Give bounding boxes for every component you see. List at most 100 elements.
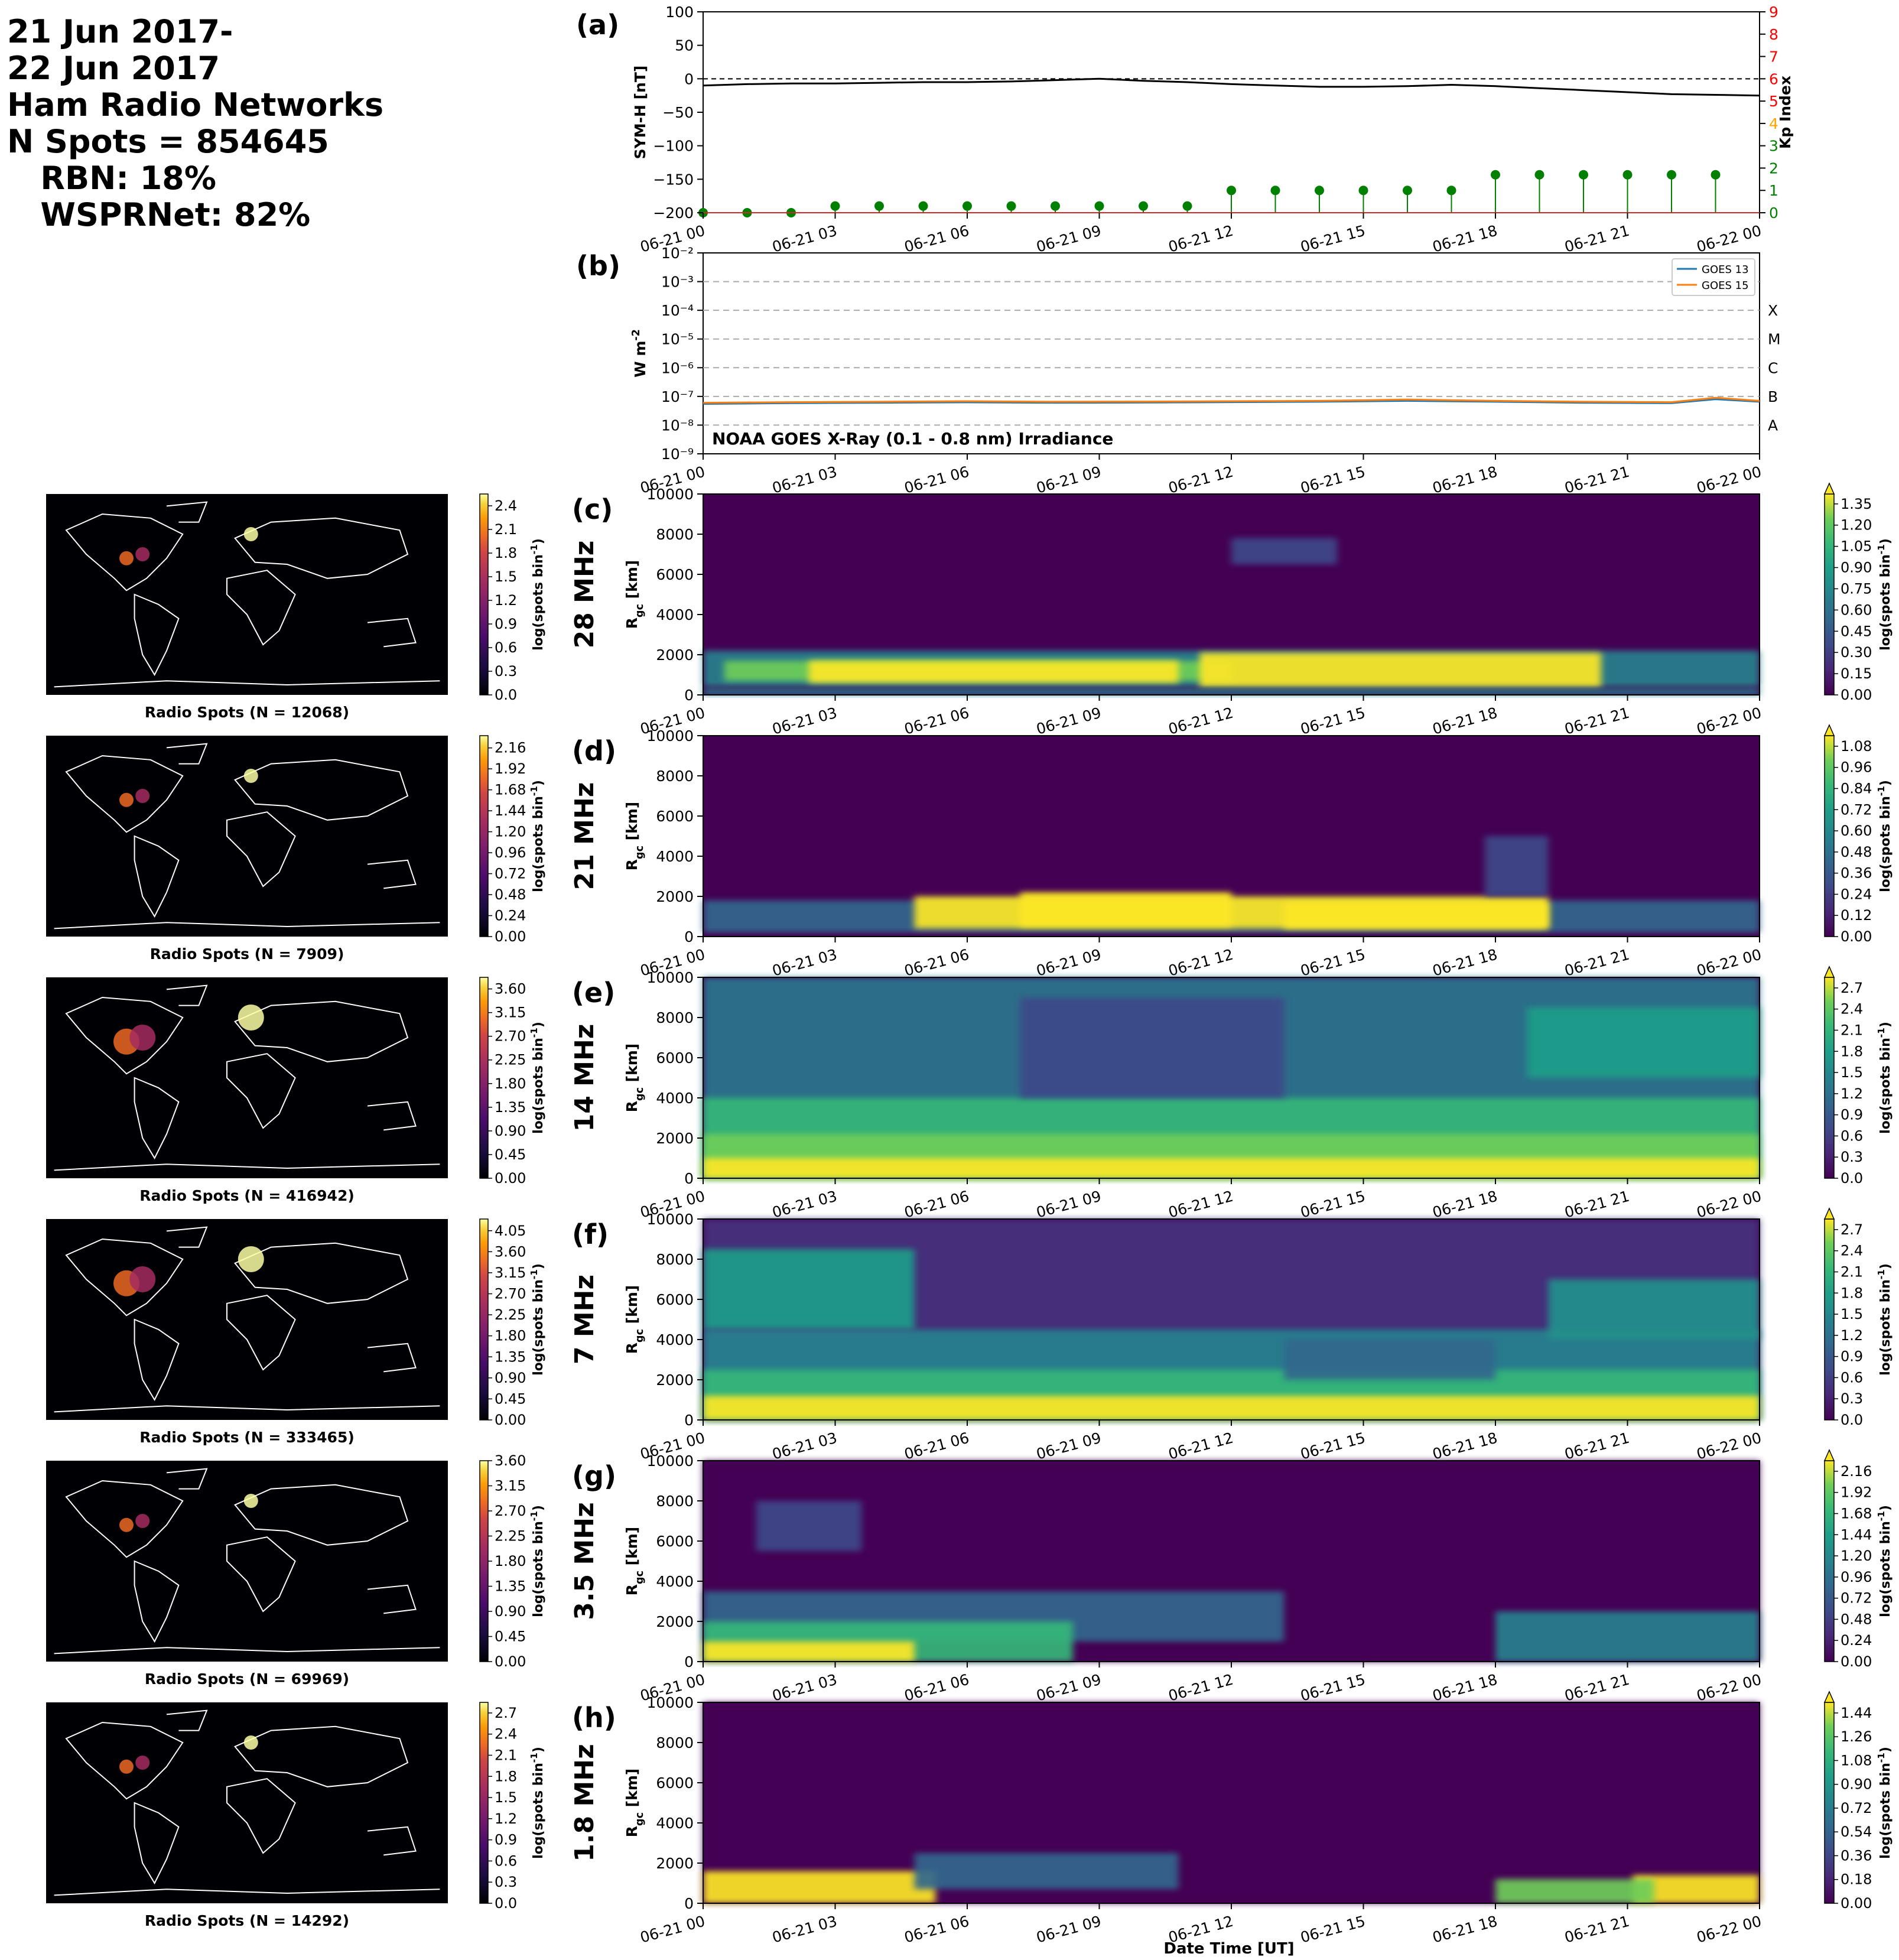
x-tick-label: 06-21 15 <box>1299 1429 1367 1463</box>
header-line: RBN: 18% <box>7 160 216 197</box>
cbar-tick-label: 0.60 <box>1841 823 1872 839</box>
band-panel-21-mhz: Radio Spots (N = 7909) 0.00 0.24 0.48 0.72 0.… <box>46 724 1893 980</box>
plot-frame <box>703 252 1760 454</box>
cbar-tick-label: 0.3 <box>495 663 517 680</box>
x-tick-label: 06-21 06 <box>902 1671 971 1705</box>
range-time-heatmap <box>703 1218 1760 1421</box>
heatmap-cell-block <box>808 661 1179 683</box>
cbar-tick-label: 0.96 <box>495 844 526 861</box>
cbar-tick-label: 2.7 <box>1841 980 1863 996</box>
cbar-tick-label: 2.25 <box>495 1528 526 1545</box>
y-tick-label: 8000 <box>656 1251 694 1268</box>
y-tick-label: 10⁻² <box>661 245 694 262</box>
x-tick-label: 06-21 15 <box>1299 222 1367 256</box>
heatmap-cell-block <box>1495 1879 1654 1903</box>
map-hotspot <box>243 1494 258 1508</box>
cbar-tick-label: 1.92 <box>1841 1484 1872 1501</box>
x-tick-label: 06-21 09 <box>1035 1429 1103 1463</box>
map-coastline <box>233 1725 409 1787</box>
x-tick-label: 06-21 21 <box>1563 704 1631 738</box>
map-coastline <box>54 680 440 688</box>
y-tick-label: 8000 <box>656 526 694 543</box>
kp-marker <box>874 201 884 211</box>
heatmap-cell-block <box>703 1158 1760 1178</box>
y-tick-label: 0 <box>684 1653 694 1670</box>
cbar-tick-label: 0.90 <box>495 1370 526 1386</box>
map-coastline <box>134 1802 180 1885</box>
map-coastline <box>166 984 208 1006</box>
map-colorbar <box>479 735 489 937</box>
kp-tick-label: 9 <box>1769 4 1778 21</box>
map-colorbar <box>479 977 489 1179</box>
cbar-tick-label: 1.68 <box>1841 1505 1872 1522</box>
map-coastline <box>54 1163 440 1171</box>
cbar-extend-arrow <box>1823 966 1835 978</box>
map-coastline <box>233 1242 409 1304</box>
y2-axis-label: Kp Index <box>1777 76 1794 149</box>
y-axis-label: Rgc [km] <box>623 560 646 629</box>
cbar-tick-label: 2.70 <box>495 1028 526 1045</box>
y-tick-label: 6000 <box>656 1049 694 1067</box>
band-panel-28-mhz: Radio Spots (N = 12068) 0.0 0.3 0.6 0.9 1.2 1.… <box>46 482 1893 738</box>
x-tick-label: 06-21 03 <box>770 1913 839 1946</box>
cbar-label: log(spots bin-1) <box>529 1263 546 1376</box>
cbar-tick-label: 0.00 <box>1841 928 1872 945</box>
x-tick-label: 06-22 00 <box>1695 704 1763 738</box>
range-time-heatmap <box>703 735 1760 937</box>
map-hotspot <box>238 1005 264 1031</box>
map-hotspot <box>129 1266 156 1292</box>
x-tick-label: 06-21 00 <box>638 1913 707 1946</box>
x-tick-label: 06-21 12 <box>1166 1188 1235 1221</box>
y-axis-label: Rgc [km] <box>623 1285 646 1354</box>
map-background <box>46 1461 448 1662</box>
flare-class-label: C <box>1768 359 1778 376</box>
map-hotspot <box>119 1759 134 1774</box>
cbar-tick-label: 0.84 <box>1841 780 1872 797</box>
y-tick-label: 8000 <box>656 1734 694 1751</box>
heatmap-colorbar <box>1824 1460 1835 1662</box>
cbar-tick-label: 1.20 <box>1841 1548 1872 1564</box>
cbar-tick-label: 2.70 <box>495 1503 526 1519</box>
y-tick-label: 0 <box>684 1170 694 1187</box>
x-tick-label: 06-21 15 <box>1299 946 1367 980</box>
cbar-tick-label: 1.5 <box>495 1789 517 1806</box>
cbar-tick-label: 1.92 <box>495 760 526 777</box>
map-colorbar <box>479 1702 489 1904</box>
x-tick-label: 06-21 12 <box>1166 463 1235 497</box>
y-tick-label: 4000 <box>656 1815 694 1832</box>
map-coastline <box>226 1536 296 1613</box>
panel-label: (g) <box>572 1460 616 1492</box>
band-panel-1-8-mhz: Radio Spots (N = 14292) 0.0 0.3 0.6 0.9 1.2 1.… <box>46 1691 1893 1946</box>
cbar-extend-arrow <box>1823 1691 1835 1703</box>
cbar-tick-label: 1.80 <box>495 1075 526 1092</box>
panel-annotation: NOAA GOES X-Ray (0.1 - 0.8 nm) Irradianc… <box>712 429 1113 448</box>
heatmap-cell-block <box>1495 1611 1760 1662</box>
x-tick-label: 06-21 06 <box>902 1188 971 1221</box>
kp-marker <box>962 201 972 211</box>
y-tick-label: 2000 <box>656 888 694 905</box>
cbar-tick-label: 1.2 <box>1841 1085 1863 1102</box>
panel-a-symh-kp: 100 50 0 −50 −100 −150 −200 0 1 2 3 4 5 6 7 8 9 SYM-H [nT… <box>576 4 1794 256</box>
x-tick-label: 06-21 06 <box>902 1429 971 1463</box>
band-label: 3.5 MHz <box>570 1502 600 1620</box>
x-tick-label: 06-21 09 <box>1035 463 1103 497</box>
y-tick-label: −50 <box>662 104 694 121</box>
kp-tick-label: 3 <box>1769 138 1778 155</box>
kp-marker <box>1094 201 1104 211</box>
cbar-tick-label: 2.4 <box>495 1726 517 1743</box>
cbar-tick-label: 0.48 <box>495 886 526 903</box>
kp-marker <box>1358 186 1368 196</box>
band-label: 21 MHz <box>570 782 600 890</box>
map-coastline <box>233 1484 409 1546</box>
map-caption: Radio Spots (N = 14292) <box>145 1912 349 1929</box>
panel-label: (b) <box>576 250 620 282</box>
kp-marker <box>1711 170 1721 180</box>
map-coastline <box>367 1584 417 1614</box>
heatmap-cell-block <box>703 688 1760 695</box>
map-coastline <box>226 570 296 646</box>
cbar-tick-label: 1.68 <box>495 782 526 798</box>
x-axis-label: Date Time [UT] <box>1163 1940 1294 1958</box>
y-tick-label: −200 <box>653 204 694 222</box>
y-tick-label: 10000 <box>646 1694 694 1711</box>
cbar-tick-label: 0.00 <box>495 1653 526 1670</box>
